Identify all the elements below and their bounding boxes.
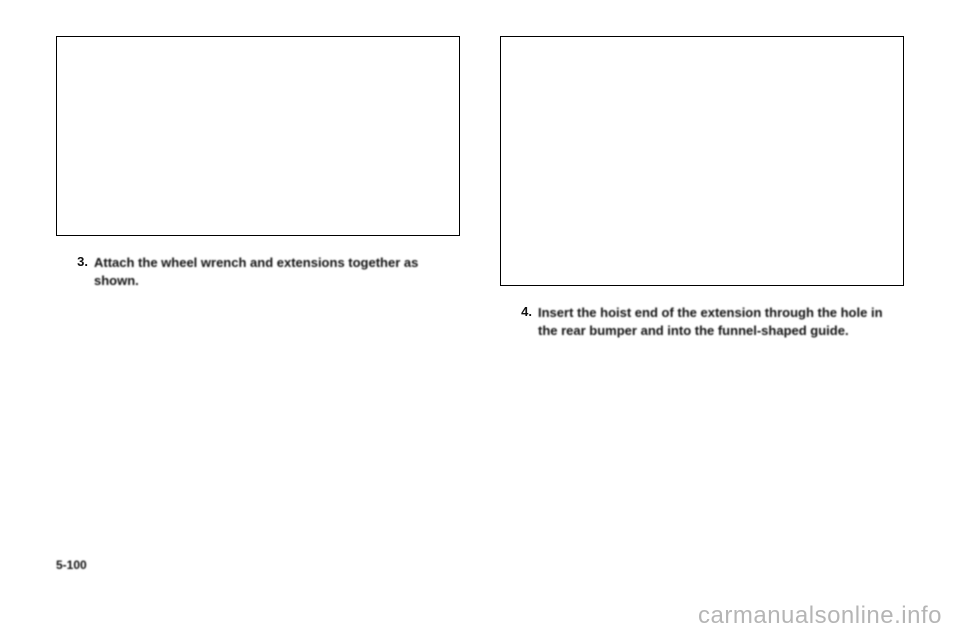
step-4: 4. Insert the hoist end of the extension… <box>500 304 904 339</box>
figure-placeholder-left <box>56 36 460 236</box>
step-3: 3. Attach the wheel wrench and extension… <box>56 254 460 289</box>
figure-placeholder-right <box>500 36 904 286</box>
right-column: 4. Insert the hoist end of the extension… <box>500 36 904 339</box>
step-number: 3. <box>74 254 94 289</box>
step-text: Insert the hoist end of the extension th… <box>538 304 898 339</box>
two-column-layout: 3. Attach the wheel wrench and extension… <box>56 36 904 339</box>
watermark-text: carmanualsonline.info <box>698 602 942 630</box>
step-text: Attach the wheel wrench and extensions t… <box>94 254 454 289</box>
page-number: 5-100 <box>56 558 87 572</box>
left-column: 3. Attach the wheel wrench and extension… <box>56 36 460 339</box>
manual-page: 3. Attach the wheel wrench and extension… <box>0 0 960 640</box>
step-number: 4. <box>518 304 538 339</box>
